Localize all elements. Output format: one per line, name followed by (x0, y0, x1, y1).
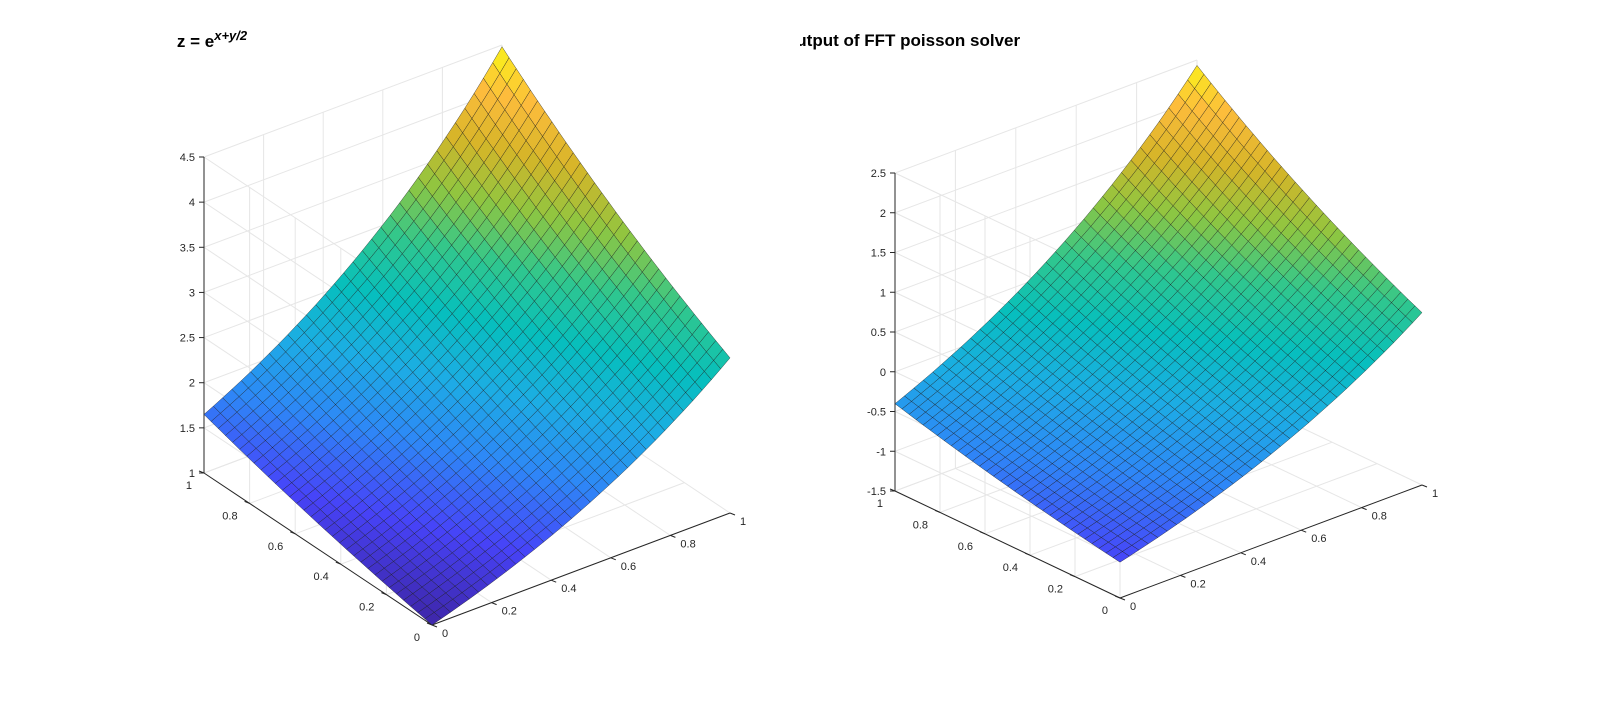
x-tick-mark (431, 624, 438, 628)
z-tick-label: 3.5 (180, 242, 195, 254)
y-tick-mark (1114, 595, 1121, 599)
x-tick-mark (729, 512, 736, 516)
y-tick-mark (244, 500, 250, 504)
y-tick-label: 0.6 (268, 541, 283, 553)
x-axis-line (1119, 484, 1423, 599)
z-tick-label: 2 (189, 378, 195, 390)
surface-face (1112, 551, 1130, 563)
surface-face (424, 612, 442, 626)
tick-labels: 00.20.40.60.8100.20.40.60.8111.522.533.5… (180, 152, 746, 644)
x-tick-mark (1301, 529, 1307, 533)
x-tick-label: 0.6 (621, 561, 636, 573)
z-tick-label: 2.5 (180, 333, 195, 345)
z-tick-label: 1.5 (180, 423, 195, 435)
y-tick-mark (979, 531, 986, 535)
z-tick-label: 1.5 (871, 248, 886, 260)
y-tick-label: 0.2 (1048, 584, 1063, 596)
x-tick-label: 0.2 (502, 606, 517, 618)
z-tick-label: -1 (876, 446, 886, 458)
x-tick-label: 0.2 (1190, 578, 1205, 590)
x-tick-mark (670, 534, 676, 538)
y-tick-mark (934, 509, 941, 513)
surface-plot-exp: 00.20.40.60.8100.20.40.60.8111.522.533.5… (177, 28, 746, 644)
x-tick-label: 0 (442, 628, 448, 640)
y-tick-label: 1 (186, 480, 192, 492)
x-tick-label: 1 (1432, 488, 1438, 500)
z-tick-label: 1 (880, 287, 886, 299)
x-tick-mark (491, 602, 497, 606)
x-tick-label: 0.8 (680, 538, 695, 550)
z-tick-label: 3 (189, 287, 195, 299)
y-tick-mark (290, 531, 296, 535)
y-tick-mark (426, 622, 433, 626)
z-tick-label: 2 (880, 208, 886, 220)
y-tick-mark (335, 561, 341, 565)
surface-plot-fft-poisson: 00.20.40.60.8100.20.40.60.81-1.5-1-0.500… (800, 31, 1438, 617)
x-tick-label: 0.4 (561, 583, 576, 595)
surface-mesh (894, 64, 1423, 563)
y-tick-label: 0.4 (314, 571, 329, 583)
y-tick-label: 0 (414, 632, 420, 644)
y-axis-line (203, 472, 433, 626)
y-tick-mark (381, 592, 387, 596)
y-tick-label: 0.2 (359, 602, 374, 614)
x-tick-mark (1119, 597, 1126, 601)
x-tick-mark (1361, 507, 1367, 511)
x-tick-mark (1180, 574, 1186, 578)
y-tick-mark (1069, 574, 1076, 578)
y-tick-label: 0.8 (222, 510, 237, 522)
z-tick-label: 2.5 (871, 168, 886, 180)
z-tick-label: 1 (189, 468, 195, 480)
x-tick-label: 1 (740, 516, 746, 528)
tick-labels: 00.20.40.60.8100.20.40.60.81-1.5-1-0.500… (867, 168, 1438, 617)
x-tick-label: 0.8 (1372, 511, 1387, 523)
surface-mesh (203, 46, 731, 626)
z-tick-label: 0 (880, 367, 886, 379)
chart-title: output of FFT poisson solver (800, 31, 1020, 50)
z-tick-label: -0.5 (867, 407, 886, 419)
y-tick-mark (1024, 552, 1031, 556)
z-tick-label: 0.5 (871, 327, 886, 339)
x-tick-label: 0.4 (1251, 556, 1266, 568)
y-tick-label: 1 (877, 498, 883, 510)
x-tick-mark (610, 557, 616, 561)
x-tick-mark (1421, 484, 1428, 488)
y-tick-label: 0.8 (913, 519, 928, 531)
x-tick-label: 0 (1130, 601, 1136, 613)
chart-title: z = ex+y/2 (177, 28, 248, 51)
z-tick-label: 4 (189, 197, 195, 209)
y-axis-line (894, 490, 1121, 599)
x-tick-mark (551, 579, 557, 583)
x-axis-line (431, 512, 731, 626)
y-tick-label: 0.6 (958, 541, 973, 553)
x-tick-label: 0.6 (1311, 533, 1326, 545)
axes-lines (203, 157, 731, 626)
z-tick-label: 4.5 (180, 152, 195, 164)
x-tick-mark (1240, 552, 1246, 556)
y-tick-label: 0.4 (1003, 562, 1018, 574)
z-tick-label: -1.5 (867, 486, 886, 498)
y-tick-label: 0 (1102, 605, 1108, 617)
